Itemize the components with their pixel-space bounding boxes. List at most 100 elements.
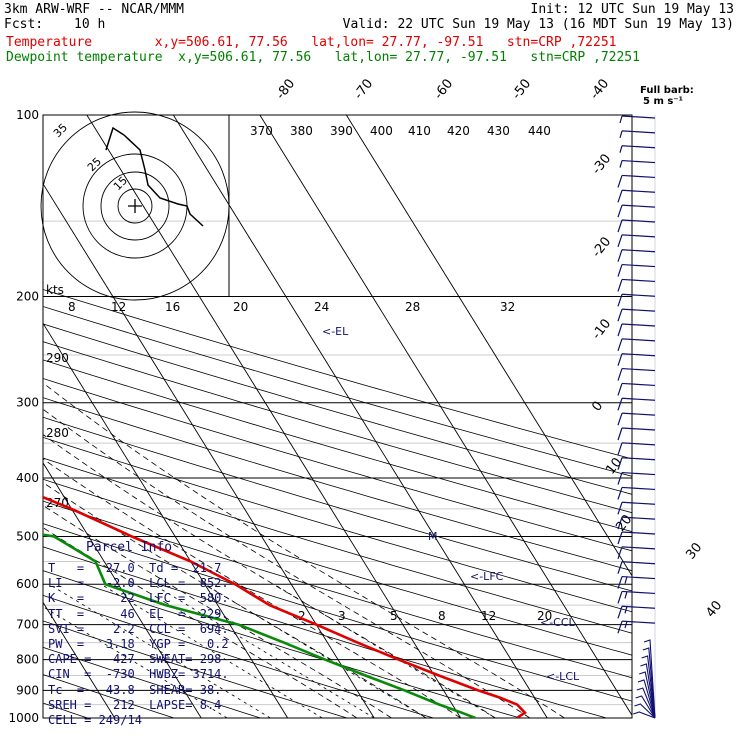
- barb-staff: [621, 234, 656, 238]
- wind-barb: [617, 278, 656, 292]
- mixing-ratio-line: [273, 583, 496, 718]
- dry-adiabat-label: 430: [487, 124, 510, 138]
- dry-adiabat: [43, 341, 632, 514]
- wind-barbs: Full barb:5 m s⁻¹: [617, 85, 694, 719]
- parcel-info-row: SVI = 2.2 CCL = 694.: [48, 621, 229, 636]
- barb-flag: [617, 591, 623, 604]
- barb-staff: [621, 323, 656, 327]
- annotation-el: <-EL: [322, 325, 349, 338]
- dewpoint-profile: [43, 533, 476, 718]
- barb-staff: [621, 145, 656, 149]
- dry-adiabat: [43, 359, 632, 532]
- isotherm-line: [172, 115, 548, 718]
- barb-half: [624, 591, 628, 599]
- barb-flag: [617, 279, 623, 292]
- pressure-label: 400: [16, 471, 39, 485]
- isotherm-line: [345, 115, 632, 577]
- annotations: <-EL <-LFC <-CCL <-LCL M: [322, 325, 580, 683]
- dry-adiabat: [43, 646, 262, 718]
- parcel-info-row: LI = -2.0 LCL = 852.: [48, 576, 229, 591]
- moist-adiabat: [43, 382, 565, 718]
- mixing-ratio-label: 8: [438, 609, 446, 623]
- dry-adiabat: [43, 500, 632, 679]
- isotherm-line: [43, 601, 116, 718]
- isotherm-line: [259, 115, 632, 717]
- init-time: Init: 12 UTC Sun 19 May 13: [530, 2, 735, 17]
- barb-staff: [621, 249, 656, 253]
- mixing-ratio-label: 5: [390, 609, 398, 623]
- surface-barb: [633, 711, 656, 719]
- dry-adiabat-label: 410: [408, 124, 431, 138]
- barb-staff: [621, 219, 656, 223]
- wind-barb: [617, 367, 656, 381]
- parcel-info-row: TT = 46 EL = 229.: [48, 606, 229, 621]
- barb-staff: [621, 308, 656, 312]
- wind-barb: [617, 234, 656, 248]
- surface-barb: [642, 647, 656, 719]
- barb-staff: [621, 561, 656, 565]
- wind-barb: [619, 130, 656, 139]
- barb-flag: [617, 546, 623, 560]
- barb-flag: [617, 219, 623, 233]
- dry-adiabat: [43, 289, 632, 460]
- mixing-ratio-line: [43, 606, 228, 718]
- barb-flag: [617, 383, 623, 396]
- barb-staff: [621, 486, 656, 491]
- wetbulb-label: 12: [111, 300, 126, 314]
- wetbulb-label: 24: [314, 300, 329, 314]
- isotherm-label: 30: [683, 540, 705, 562]
- temperature-profile: [43, 495, 527, 718]
- isotherm-line: [43, 461, 202, 718]
- surface-barb: [637, 679, 656, 719]
- model-title: 3km ARW-WRF -- NCAR/MMM: [4, 2, 185, 17]
- surface-barb: [643, 639, 656, 719]
- wind-barb: [619, 145, 656, 153]
- isotherm-label: -20: [589, 234, 614, 260]
- wind-barb: [617, 382, 656, 396]
- wind-barb: [617, 546, 656, 560]
- barb-flag: [617, 190, 623, 203]
- isotherm-line: [43, 182, 375, 718]
- mixing-ratio-line: [100, 583, 323, 718]
- wind-barb: [617, 486, 656, 500]
- wetbulb-label: 32: [500, 300, 515, 314]
- dry-adiabat-label: 380: [290, 124, 313, 138]
- barb-staff: [621, 367, 656, 372]
- isotherm-label: 0: [589, 399, 606, 415]
- wind-barb: [617, 219, 656, 233]
- pressure-label: 800: [16, 653, 39, 667]
- dry-adiabat: [43, 546, 608, 718]
- parcel-info-row: SREH = 212 LAPSE= 8.4: [48, 697, 222, 712]
- hodograph-ring: [100, 171, 170, 241]
- wind-barb: [617, 427, 656, 441]
- hodograph-ring: [117, 188, 153, 224]
- barb-staff: [621, 442, 656, 446]
- annotation-lfc: <-LFC: [470, 570, 504, 583]
- moist-adiabat: [43, 504, 392, 718]
- wind-barb: [617, 249, 656, 262]
- dry-adiabat-label: 420: [447, 124, 470, 138]
- isotherm-label: -70: [351, 76, 376, 102]
- surface-barb: [636, 687, 656, 719]
- wind-barb: [617, 605, 656, 619]
- wind-barb: [617, 620, 656, 634]
- barb-staff: [621, 293, 656, 297]
- barb-staff: [621, 204, 656, 208]
- barb-half: [619, 145, 623, 153]
- dewpoint-legend: Dewpoint temperature x,y=506.61, 77.56 l…: [6, 50, 640, 65]
- barb-flag: [617, 502, 623, 515]
- barb-staff: [621, 278, 656, 283]
- wind-barb: [617, 293, 656, 307]
- barb-staff: [621, 546, 656, 550]
- barb-flag: [617, 442, 623, 456]
- wind-barb: [617, 457, 656, 470]
- dry-adiabat: [43, 436, 632, 613]
- barb-staff: [621, 397, 656, 401]
- dry-adiabat: [43, 457, 632, 634]
- hodograph-ring-label: 15: [111, 174, 130, 193]
- plot-frame: [42, 114, 633, 719]
- surface-barb: [639, 671, 656, 719]
- barb-half: [619, 130, 623, 139]
- barb-flag: [617, 175, 623, 188]
- dry-adiabat: [43, 674, 176, 718]
